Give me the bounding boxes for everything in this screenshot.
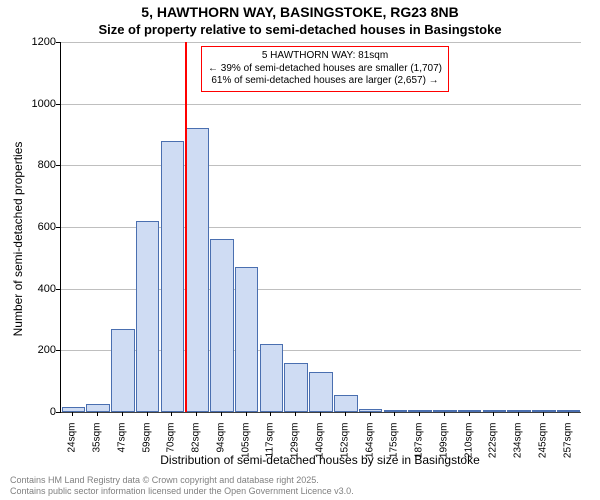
x-tick-mark	[122, 412, 123, 416]
x-tick-label: 82sqm	[191, 423, 202, 463]
x-tick-label: 210sqm	[463, 423, 474, 463]
histogram-bar	[86, 404, 110, 412]
y-tick-label: 1000	[16, 98, 56, 110]
annotation-line: 5 HAWTHORN WAY: 81sqm	[208, 50, 442, 63]
y-tick-mark	[56, 350, 60, 351]
histogram-bar	[136, 221, 160, 412]
x-tick-mark	[171, 412, 172, 416]
x-tick-mark	[493, 412, 494, 416]
y-tick-mark	[56, 42, 60, 43]
x-tick-label: 199sqm	[438, 423, 449, 463]
x-tick-mark	[469, 412, 470, 416]
chart-subtitle: Size of property relative to semi-detach…	[0, 22, 600, 37]
x-tick-mark	[444, 412, 445, 416]
y-tick-label: 400	[16, 283, 56, 295]
histogram-bar	[210, 239, 234, 412]
annotation-box: 5 HAWTHORN WAY: 81sqm← 39% of semi-detac…	[201, 46, 449, 92]
x-tick-mark	[270, 412, 271, 416]
y-tick-label: 200	[16, 344, 56, 356]
x-tick-label: 129sqm	[290, 423, 301, 463]
histogram-bar	[235, 267, 259, 412]
histogram-bar	[334, 395, 358, 412]
x-tick-label: 24sqm	[67, 423, 78, 463]
x-tick-label: 35sqm	[92, 423, 103, 463]
x-tick-label: 105sqm	[240, 423, 251, 463]
chart-title: 5, HAWTHORN WAY, BASINGSTOKE, RG23 8NB	[0, 4, 600, 20]
y-tick-mark	[56, 412, 60, 413]
x-tick-mark	[345, 412, 346, 416]
histogram-bar	[161, 141, 185, 412]
x-tick-mark	[221, 412, 222, 416]
gridline	[61, 412, 581, 413]
gridline	[61, 165, 581, 166]
x-tick-mark	[295, 412, 296, 416]
x-tick-label: 257sqm	[562, 423, 573, 463]
y-tick-label: 1200	[16, 36, 56, 48]
histogram-bar	[532, 410, 556, 412]
x-tick-mark	[196, 412, 197, 416]
x-tick-mark	[370, 412, 371, 416]
x-tick-label: 117sqm	[265, 423, 276, 463]
y-tick-mark	[56, 165, 60, 166]
histogram-bar	[284, 363, 308, 412]
y-tick-label: 600	[16, 221, 56, 233]
x-tick-mark	[518, 412, 519, 416]
x-tick-label: 164sqm	[364, 423, 375, 463]
x-tick-label: 59sqm	[141, 423, 152, 463]
x-tick-label: 94sqm	[215, 423, 226, 463]
x-tick-mark	[419, 412, 420, 416]
footer-line-2: Contains public sector information licen…	[10, 486, 354, 496]
annotation-line: 61% of semi-detached houses are larger (…	[208, 75, 442, 88]
x-tick-label: 175sqm	[389, 423, 400, 463]
y-tick-label: 0	[16, 406, 56, 418]
y-tick-mark	[56, 104, 60, 105]
x-tick-mark	[97, 412, 98, 416]
annotation-line: ← 39% of semi-detached houses are smalle…	[208, 63, 442, 76]
y-tick-mark	[56, 227, 60, 228]
x-tick-label: 234sqm	[513, 423, 524, 463]
x-tick-label: 47sqm	[116, 423, 127, 463]
histogram-bar	[185, 128, 209, 412]
histogram-bar	[111, 329, 135, 412]
y-tick-mark	[56, 289, 60, 290]
histogram-bar	[433, 410, 457, 412]
x-tick-mark	[246, 412, 247, 416]
gridline	[61, 42, 581, 43]
property-marker-line	[185, 42, 187, 412]
x-tick-label: 140sqm	[315, 423, 326, 463]
x-tick-mark	[320, 412, 321, 416]
plot-area: 5 HAWTHORN WAY: 81sqm← 39% of semi-detac…	[60, 42, 581, 413]
x-tick-mark	[72, 412, 73, 416]
histogram-bar	[309, 372, 333, 412]
x-tick-label: 152sqm	[339, 423, 350, 463]
y-tick-label: 800	[16, 159, 56, 171]
chart-container: 5, HAWTHORN WAY, BASINGSTOKE, RG23 8NB S…	[0, 0, 600, 500]
x-tick-label: 245sqm	[537, 423, 548, 463]
footer-attribution: Contains HM Land Registry data © Crown c…	[10, 475, 354, 496]
x-tick-label: 70sqm	[166, 423, 177, 463]
footer-line-1: Contains HM Land Registry data © Crown c…	[10, 475, 354, 485]
x-tick-mark	[543, 412, 544, 416]
gridline	[61, 104, 581, 105]
x-tick-label: 187sqm	[414, 423, 425, 463]
x-tick-label: 222sqm	[488, 423, 499, 463]
x-tick-mark	[394, 412, 395, 416]
histogram-bar	[260, 344, 284, 412]
x-tick-mark	[568, 412, 569, 416]
x-tick-mark	[147, 412, 148, 416]
